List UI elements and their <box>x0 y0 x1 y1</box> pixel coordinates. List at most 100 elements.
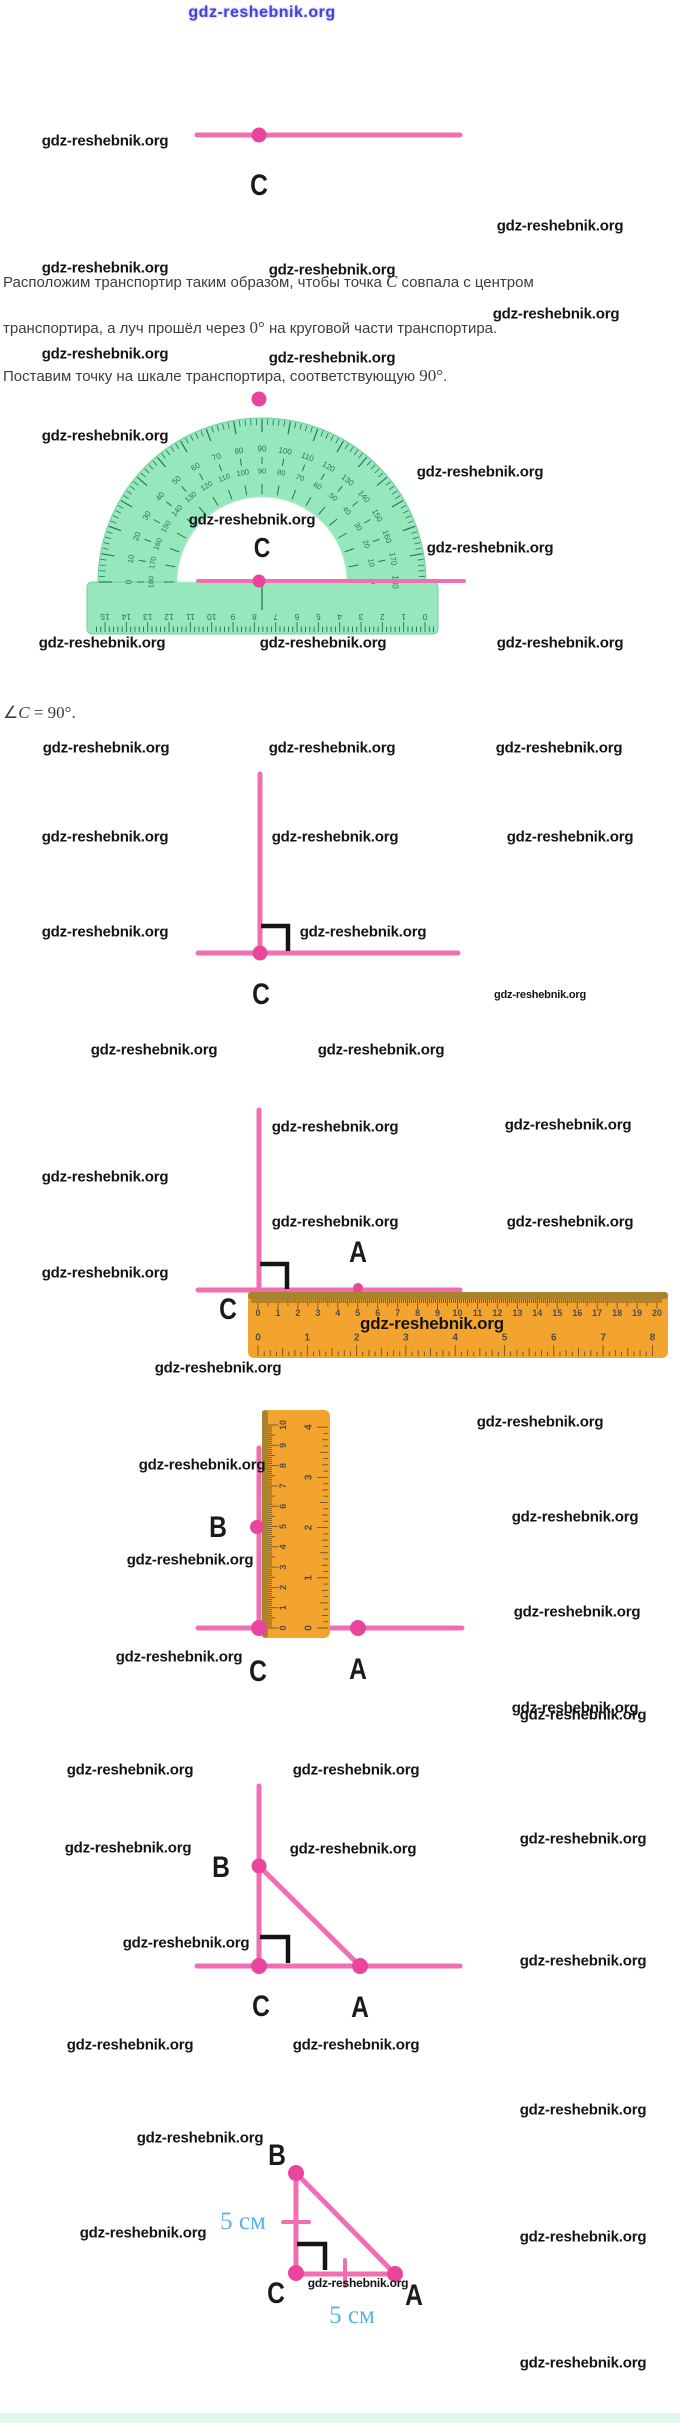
protractor-tick <box>312 428 319 442</box>
protractor-tick <box>349 446 354 453</box>
protractor-tick <box>374 468 380 474</box>
ruler-cm-number: 1 <box>278 1605 288 1610</box>
watermark: gdz-reshebnik.org <box>271 1118 399 1136</box>
measurement-label: 5 см <box>220 2208 266 2235</box>
protractor-tick <box>388 485 395 491</box>
point-dot <box>251 1858 267 1874</box>
protractor-degree-label: 20 <box>361 539 372 550</box>
text-token: совпала с центром <box>397 274 534 291</box>
point-dot <box>288 2165 304 2181</box>
ruler-cm-number: 8 <box>278 1463 288 1468</box>
protractor-degree-label: 170 <box>147 556 158 570</box>
math-token: 90° <box>419 366 444 385</box>
ruler-cm-number: 3 <box>315 1308 320 1318</box>
protractor-degree-label: 160 <box>380 529 393 545</box>
protractor-tick <box>200 430 204 437</box>
protractor-tick <box>181 485 187 492</box>
protractor-tick <box>105 536 112 540</box>
protractor-tick <box>120 499 133 508</box>
math-token: C <box>386 272 398 291</box>
protractor-tick <box>352 501 359 507</box>
ruler-edge-strip <box>262 1410 268 1638</box>
ruler-inch-number: 8 <box>650 1333 656 1344</box>
protractor-tick <box>357 456 368 468</box>
right-angle-mark <box>297 2241 328 2270</box>
protractor-degree-label: 70 <box>211 451 223 463</box>
ruler-cm-number: 4 <box>335 1308 340 1318</box>
watermark: gdz-reshebnik.org <box>476 1413 604 1431</box>
right-angle-mark <box>261 923 291 951</box>
ruler-cm-number: 12 <box>492 1308 502 1318</box>
protractor-tick <box>161 453 166 459</box>
protractor-tick <box>329 518 338 526</box>
protractor-tick <box>394 495 401 500</box>
protractor-ruler-number: 6 <box>294 612 299 622</box>
text-token: на круговой части транспортира. <box>264 320 498 337</box>
ruler-inch-number: 1 <box>305 1333 311 1344</box>
vertex-label-A: A <box>349 1653 367 1686</box>
math-token: 0° <box>249 318 265 337</box>
protractor-tick <box>287 421 291 435</box>
ruler-cm-number: 10 <box>452 1308 462 1318</box>
watermark: gdz-reshebnik.org <box>317 1041 445 1059</box>
watermark: gdz-reshebnik.org <box>41 923 169 941</box>
protractor-tick <box>100 558 107 561</box>
protractor-tick <box>126 490 133 495</box>
vertex-label-C: C <box>252 978 270 1011</box>
protractor-tick <box>366 460 372 466</box>
text-token: Поставим точку на шкале транспортира, со… <box>3 368 420 385</box>
watermark: gdz-reshebnik.org <box>519 2354 647 2372</box>
vertex-label-C: C <box>250 169 268 202</box>
protractor-tick <box>228 489 233 500</box>
watermark: gdz-reshebnik.org <box>292 1761 420 1779</box>
protractor-tick <box>190 435 194 442</box>
protractor-tick <box>304 425 308 432</box>
protractor-tick <box>123 495 130 500</box>
text-line-3: Поставим точку на шкале транспортира, со… <box>3 366 447 386</box>
watermark: gdz-reshebnik.org <box>41 427 169 445</box>
ruler-edge-strip <box>248 1292 668 1299</box>
protractor-tick <box>239 458 243 466</box>
protractor-tick <box>283 420 286 427</box>
protractor-tick <box>417 558 424 561</box>
math-token: = 90°. <box>29 703 76 722</box>
watermark: gdz-reshebnik.org <box>188 511 316 529</box>
watermark: gdz-reshebnik.org <box>41 828 169 846</box>
ruler-inch-number: 2 <box>354 1333 360 1344</box>
watermark: gdz-reshebnik.org <box>268 739 396 757</box>
watermark: gdz-reshebnik.org <box>492 305 620 323</box>
watermark: gdz-reshebnik.org <box>494 989 586 1001</box>
pink-segment <box>256 1863 363 1969</box>
protractor-degree-label: 80 <box>234 446 245 457</box>
watermark: gdz-reshebnik.org <box>519 2228 647 2246</box>
pink-segment <box>293 2170 398 2277</box>
protractor-tick <box>185 437 189 444</box>
protractor-tick <box>144 468 150 474</box>
protractor-tick <box>140 472 146 478</box>
protractor-tick <box>299 423 302 430</box>
vertex-label-B: B <box>209 1511 227 1544</box>
ruler-cm-number: 6 <box>278 1504 288 1509</box>
watermark: gdz-reshebnik.org <box>511 1508 639 1526</box>
protractor-tick <box>117 505 124 509</box>
ruler-inch-number: 2 <box>304 1524 315 1530</box>
protractor-tick <box>186 518 195 526</box>
ruler-inch-number: 6 <box>551 1333 557 1344</box>
protractor-tick <box>156 456 167 468</box>
protractor-tick <box>205 428 212 442</box>
protractor-tick <box>414 542 421 545</box>
point-dot <box>353 1283 363 1293</box>
ruler-cm-number: 9 <box>278 1443 288 1448</box>
protractor-tick <box>418 564 425 566</box>
math-token: C <box>18 703 30 722</box>
watermark: gdz-reshebnik.org <box>138 1456 266 1474</box>
protractor-tick <box>99 564 106 566</box>
protractor-degree-label: 20 <box>131 530 143 542</box>
ruler-horizontal: 0 1 2 3 4 5 6 7 8 9 10 11 12 13 14 15 16 17 18 19 200 1 2 3 4 5 6 7… <box>248 1292 668 1358</box>
ruler-inch-number: 4 <box>304 1424 315 1430</box>
protractor-degree-label: 110 <box>217 471 231 484</box>
protractor-ruler-number: 5 <box>316 612 321 622</box>
protractor-tick <box>165 501 172 507</box>
protractor-ruler-number: 2 <box>380 612 385 622</box>
